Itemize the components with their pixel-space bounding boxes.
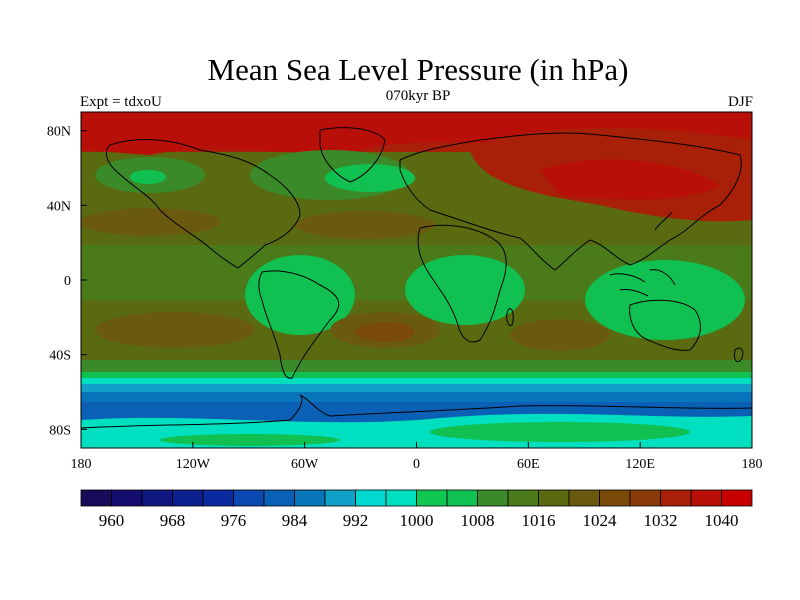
- chart-title: Mean Sea Level Pressure (in hPa): [207, 52, 629, 87]
- colorbar-swatch: [263, 489, 295, 507]
- colorbar-swatch: [233, 489, 265, 507]
- chart-subtitle: 070kyr BP: [385, 88, 451, 104]
- colorbar-swatch: [721, 489, 753, 507]
- lat-tick-label: 0: [64, 274, 71, 289]
- colorbar-swatch: [324, 489, 356, 507]
- pressure-field: [81, 112, 752, 448]
- colorbar-label: 976: [221, 511, 247, 530]
- lat-tick-label: 40N: [47, 199, 71, 214]
- colorbar-swatch: [385, 489, 417, 507]
- latitude-ticks: 80N 40N 0 40S 80S: [47, 125, 87, 438]
- colorbar-swatch: [202, 489, 234, 507]
- lon-tick-label: 120W: [176, 457, 211, 472]
- colorbar-swatch: [507, 489, 539, 507]
- colorbar-swatch: [477, 489, 509, 507]
- colorbar-swatch: [538, 489, 570, 507]
- colorbar-label: 968: [160, 511, 186, 530]
- colorbar-label: 1032: [644, 511, 678, 530]
- lat-tick-label: 40S: [49, 349, 71, 364]
- colorbar-labels: 960 968 976 984 992 1000 1008 1016 1024 1032 1040: [99, 511, 739, 530]
- colorbar-label: 1008: [461, 511, 495, 530]
- colorbar-swatch: [690, 489, 722, 507]
- lon-tick-label: 60E: [517, 457, 540, 472]
- lat-tick-label: 80S: [49, 423, 71, 438]
- lat-tick-label: 80N: [47, 125, 71, 140]
- colorbar-swatch: [599, 489, 631, 507]
- season-label: DJF: [727, 94, 753, 110]
- colorbar-swatch: [568, 489, 600, 507]
- colorbar-swatch: [355, 489, 387, 507]
- lon-tick-label: 60W: [291, 457, 319, 472]
- colorbar-swatch: [141, 489, 173, 507]
- colorbar-label: 1024: [583, 511, 618, 530]
- colorbar-swatch: [446, 489, 478, 507]
- colorbar-label: 960: [99, 511, 125, 530]
- colorbar-label: 992: [343, 511, 369, 530]
- colorbar-label: 984: [282, 511, 308, 530]
- colorbar-swatch: [111, 489, 143, 507]
- colorbar-label: 1016: [522, 511, 556, 530]
- colorbar-swatch: [629, 489, 661, 507]
- colorbar: [80, 489, 753, 507]
- lon-tick-label: 180: [742, 457, 763, 472]
- lon-tick-label: 0: [413, 457, 420, 472]
- experiment-label: Expt = tdxoU: [80, 94, 162, 110]
- longitude-ticks: 180 120W 60W 0 60E 120E 180: [71, 442, 763, 472]
- colorbar-swatch: [172, 489, 204, 507]
- lon-tick-label: 180: [71, 457, 92, 472]
- colorbar-swatch: [80, 489, 112, 507]
- colorbar-swatch: [294, 489, 326, 507]
- colorbar-label: 1000: [400, 511, 434, 530]
- lon-tick-label: 120E: [625, 457, 655, 472]
- colorbar-swatch: [660, 489, 692, 507]
- colorbar-label: 1040: [705, 511, 739, 530]
- coastlines: [81, 127, 752, 429]
- colorbar-swatch: [416, 489, 448, 507]
